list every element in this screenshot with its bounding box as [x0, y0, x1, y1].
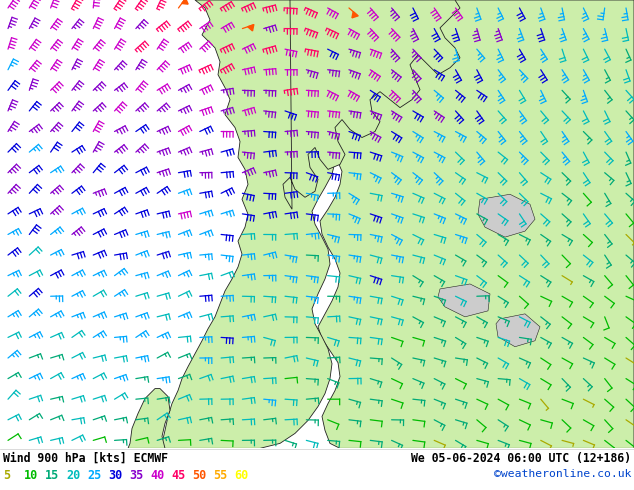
- Polygon shape: [248, 24, 254, 31]
- Polygon shape: [283, 0, 460, 209]
- Text: 45: 45: [171, 469, 185, 482]
- Text: 20: 20: [66, 469, 81, 482]
- Polygon shape: [128, 389, 170, 448]
- Text: 30: 30: [108, 469, 122, 482]
- Text: 5: 5: [3, 469, 10, 482]
- Text: 10: 10: [24, 469, 38, 482]
- Text: 60: 60: [234, 469, 249, 482]
- Polygon shape: [438, 284, 490, 317]
- Polygon shape: [318, 0, 634, 448]
- Text: 40: 40: [150, 469, 164, 482]
- Text: 15: 15: [45, 469, 59, 482]
- Polygon shape: [496, 314, 540, 347]
- Text: 55: 55: [213, 469, 227, 482]
- Polygon shape: [478, 194, 535, 237]
- Text: Wind 900 hPa [kts] ECMWF: Wind 900 hPa [kts] ECMWF: [3, 452, 168, 465]
- Text: ©weatheronline.co.uk: ©weatheronline.co.uk: [493, 469, 631, 479]
- Polygon shape: [182, 0, 188, 4]
- Text: 35: 35: [129, 469, 143, 482]
- Text: 25: 25: [87, 469, 101, 482]
- Polygon shape: [160, 0, 335, 448]
- Text: We 05-06-2024 06:00 UTC (12+186): We 05-06-2024 06:00 UTC (12+186): [411, 452, 631, 465]
- Text: 50: 50: [192, 469, 206, 482]
- Polygon shape: [352, 12, 358, 18]
